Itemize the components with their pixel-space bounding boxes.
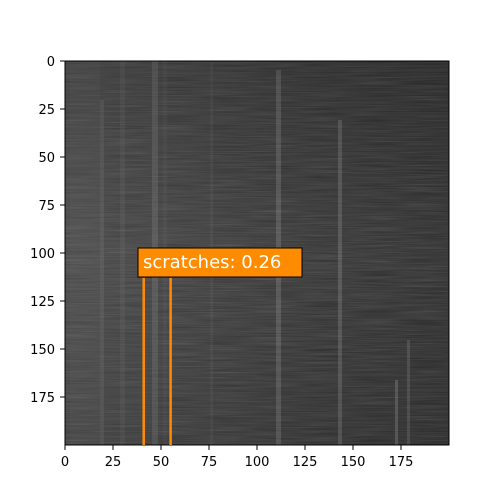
x-tick-label: 175 xyxy=(389,455,414,470)
y-tick-label: 0 xyxy=(47,55,55,70)
x-tick-label: 150 xyxy=(341,455,366,470)
x-tick-label: 100 xyxy=(245,455,270,470)
x-tick-label: 125 xyxy=(293,455,318,470)
y-tick-label: 75 xyxy=(38,199,55,214)
y-tick-label: 175 xyxy=(30,391,55,406)
y-axis-ticks: 0 25 50 75 100 125 150 175 xyxy=(30,55,65,406)
y-tick-label: 125 xyxy=(30,295,55,310)
detection-label-background xyxy=(137,247,303,278)
y-tick-label: 100 xyxy=(30,247,55,262)
y-tick-label: 150 xyxy=(30,343,55,358)
y-tick-label: 50 xyxy=(38,151,55,166)
x-tick-label: 0 xyxy=(61,455,69,470)
x-tick-label: 75 xyxy=(201,455,218,470)
x-tick-label: 25 xyxy=(105,455,122,470)
x-tick-label: 50 xyxy=(153,455,170,470)
x-axis-ticks: 0 25 50 75 100 125 150 175 xyxy=(61,445,414,470)
detection-box: scratches: 0.26 xyxy=(137,247,303,445)
y-tick-label: 25 xyxy=(38,103,55,118)
detection-label: scratches: 0.26 xyxy=(143,252,281,273)
